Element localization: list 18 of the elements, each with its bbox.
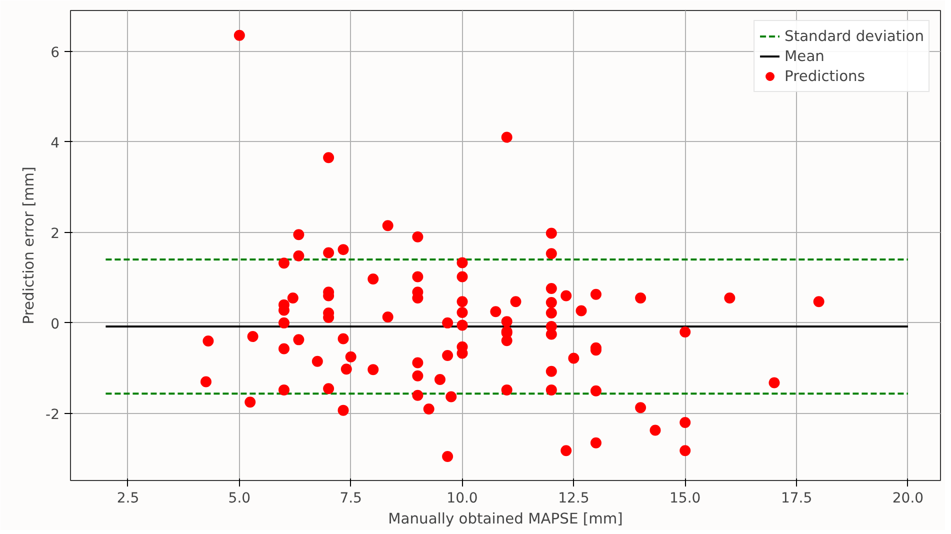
x-tick-label: 17.5 [780, 490, 812, 506]
x-tick-label: 7.5 [340, 490, 362, 506]
x-axis-title: Manually obtained MAPSE [mm] [388, 510, 623, 528]
y-tick-label: 6 [50, 44, 60, 61]
x-tick-label: 15.0 [670, 490, 701, 506]
legend-label: Standard deviation [784, 26, 924, 46]
y-tick-label: -2 [46, 406, 60, 423]
x-tick-label: 10.0 [446, 490, 478, 506]
x-tick-label: 2.5 [116, 490, 140, 506]
legend-label: Mean [784, 46, 824, 66]
y-axis-title: Prediction error [mm] [20, 166, 38, 324]
y-tick-label: 0 [50, 316, 60, 332]
y-tick-label: 4 [50, 135, 60, 152]
x-tick-label: 12.5 [558, 490, 590, 506]
x-tick-label: 5.0 [228, 490, 251, 506]
x-tick-label: 20.0 [892, 490, 924, 506]
legend-label: Predictions [784, 66, 865, 86]
y-tick-label: 2 [50, 226, 60, 242]
